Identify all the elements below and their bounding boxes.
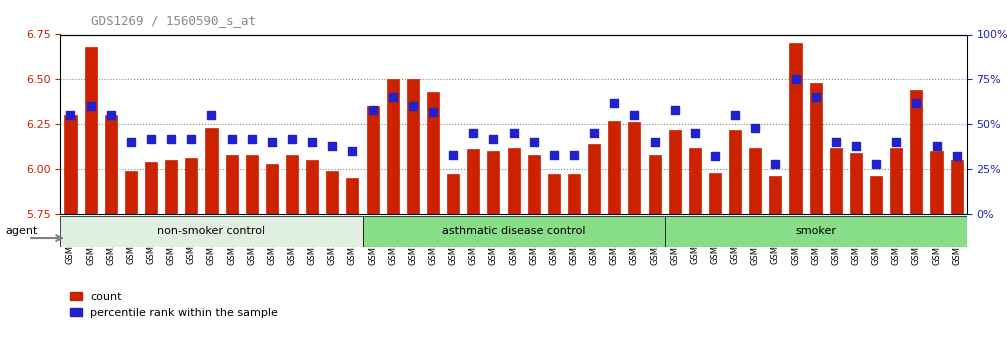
- Point: [908, 100, 924, 106]
- Bar: [125, 171, 137, 214]
- Point: [526, 139, 542, 145]
- Point: [103, 112, 119, 118]
- Point: [928, 143, 945, 148]
- Point: [506, 130, 522, 136]
- Text: non-smoker control: non-smoker control: [157, 226, 266, 236]
- Bar: [60, 216, 363, 247]
- Point: [163, 136, 179, 141]
- Bar: [628, 122, 640, 214]
- Point: [62, 112, 79, 118]
- Point: [344, 148, 361, 154]
- Bar: [568, 175, 580, 214]
- Point: [425, 109, 441, 115]
- Bar: [508, 148, 520, 214]
- Point: [888, 139, 904, 145]
- Point: [848, 143, 864, 148]
- Point: [183, 136, 199, 141]
- Bar: [890, 148, 902, 214]
- Point: [808, 95, 824, 100]
- Bar: [665, 216, 967, 247]
- Point: [868, 161, 884, 166]
- Bar: [528, 155, 540, 214]
- Bar: [326, 171, 338, 214]
- Bar: [346, 178, 358, 214]
- Point: [606, 100, 622, 106]
- Bar: [407, 79, 419, 214]
- Point: [667, 107, 683, 112]
- Bar: [749, 148, 761, 214]
- Bar: [367, 106, 379, 214]
- Bar: [769, 176, 781, 214]
- Point: [546, 152, 562, 157]
- Point: [646, 139, 663, 145]
- Point: [586, 130, 602, 136]
- Bar: [165, 160, 177, 214]
- Point: [143, 136, 159, 141]
- Point: [626, 112, 642, 118]
- Point: [465, 130, 481, 136]
- Bar: [266, 164, 278, 214]
- Point: [284, 136, 300, 141]
- Bar: [870, 176, 882, 214]
- Point: [747, 125, 763, 130]
- Point: [83, 104, 99, 109]
- Bar: [709, 172, 721, 214]
- Bar: [830, 148, 842, 214]
- Bar: [64, 115, 77, 214]
- Point: [224, 136, 240, 141]
- Point: [767, 161, 783, 166]
- Bar: [910, 90, 922, 214]
- Bar: [669, 130, 681, 214]
- Bar: [467, 149, 479, 214]
- Bar: [487, 151, 499, 214]
- Point: [405, 104, 421, 109]
- Text: asthmatic disease control: asthmatic disease control: [442, 226, 585, 236]
- Legend: count, percentile rank within the sample: count, percentile rank within the sample: [66, 287, 283, 322]
- Bar: [226, 155, 238, 214]
- Point: [385, 95, 401, 100]
- Point: [727, 112, 743, 118]
- Text: agent: agent: [5, 226, 37, 236]
- Bar: [649, 155, 661, 214]
- Bar: [246, 155, 258, 214]
- Bar: [951, 160, 963, 214]
- Bar: [363, 216, 665, 247]
- Bar: [789, 43, 802, 214]
- Bar: [185, 158, 197, 214]
- Point: [949, 154, 965, 159]
- Bar: [930, 151, 943, 214]
- Bar: [608, 121, 620, 214]
- Text: GDS1269 / 1560590_s_at: GDS1269 / 1560590_s_at: [91, 14, 256, 27]
- Text: smoker: smoker: [796, 226, 836, 236]
- Point: [445, 152, 461, 157]
- Bar: [205, 128, 218, 214]
- Point: [707, 154, 723, 159]
- Point: [485, 136, 501, 141]
- Point: [244, 136, 260, 141]
- Bar: [105, 115, 117, 214]
- Bar: [85, 47, 97, 214]
- Point: [203, 112, 220, 118]
- Bar: [588, 144, 600, 214]
- Point: [324, 143, 340, 148]
- Point: [687, 130, 703, 136]
- Point: [365, 107, 381, 112]
- Bar: [810, 83, 822, 214]
- Point: [566, 152, 582, 157]
- Point: [304, 139, 320, 145]
- Bar: [447, 175, 459, 214]
- Bar: [850, 153, 862, 214]
- Bar: [548, 175, 560, 214]
- Bar: [145, 162, 157, 214]
- Bar: [729, 130, 741, 214]
- Bar: [689, 148, 701, 214]
- Bar: [427, 92, 439, 214]
- Point: [828, 139, 844, 145]
- Point: [264, 139, 280, 145]
- Bar: [306, 160, 318, 214]
- Bar: [387, 79, 399, 214]
- Point: [787, 77, 804, 82]
- Point: [123, 139, 139, 145]
- Bar: [286, 155, 298, 214]
